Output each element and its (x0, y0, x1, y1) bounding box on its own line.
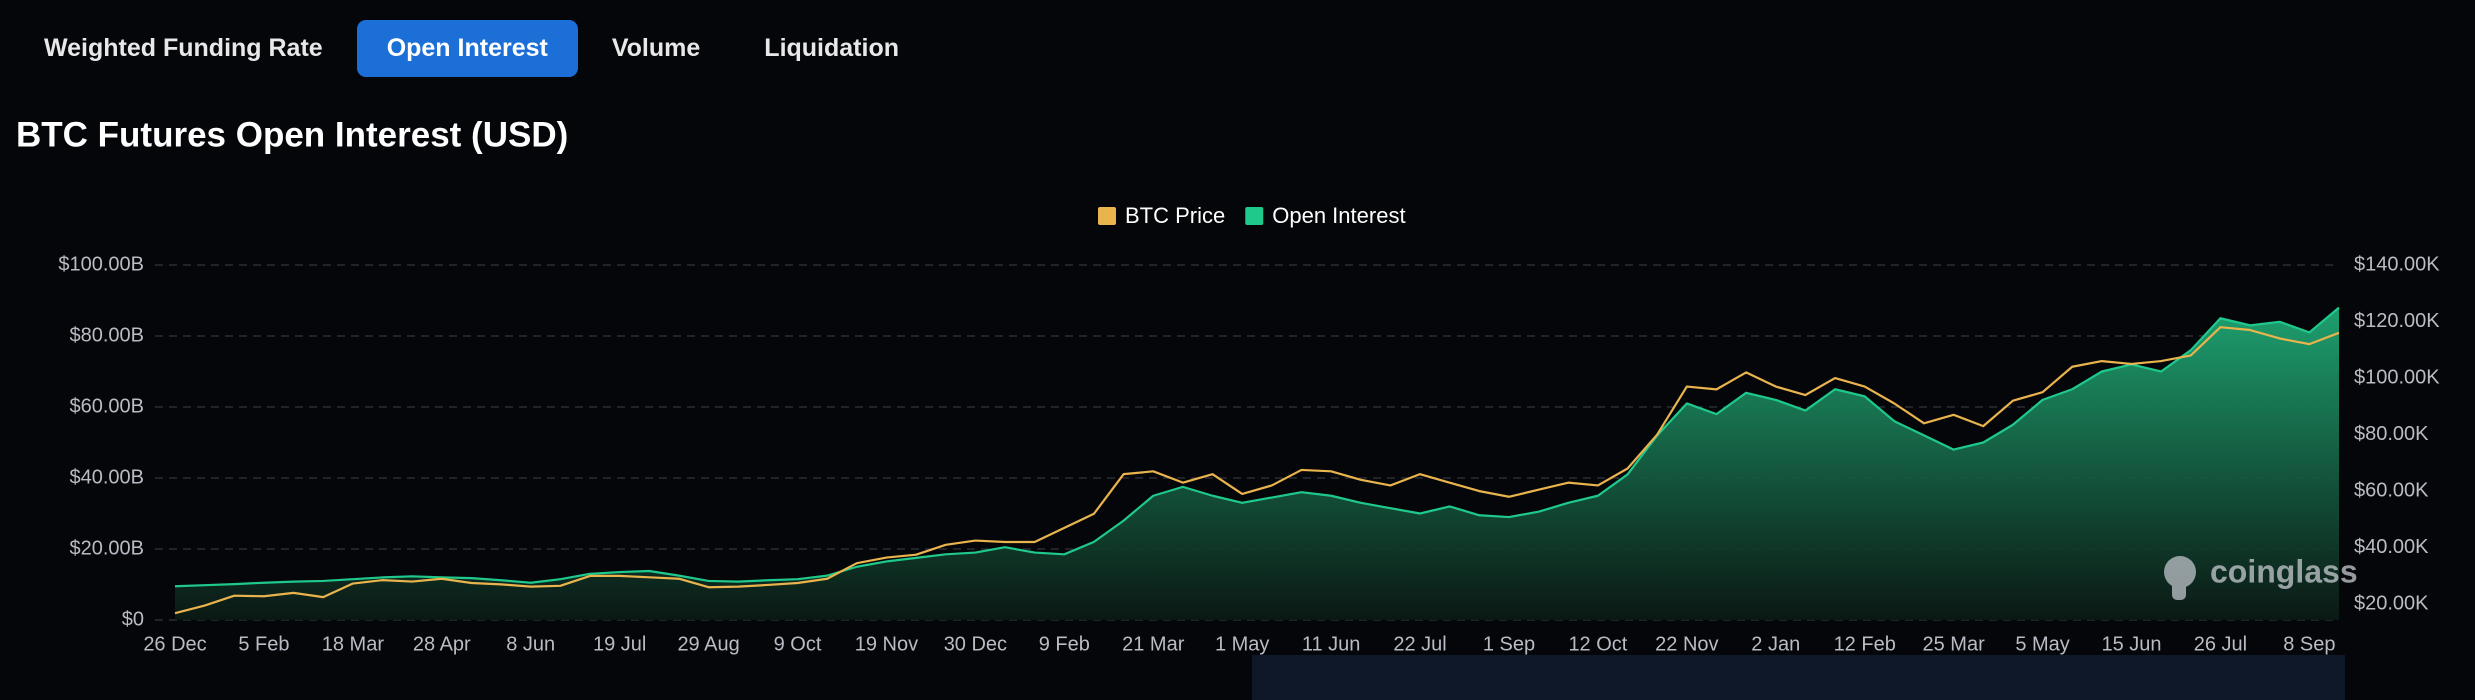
x-tick-label: 30 Dec (944, 633, 1007, 655)
x-tick-label: 21 Mar (1122, 633, 1185, 655)
x-tick-label: 25 Mar (1923, 633, 1986, 655)
chart-title: BTC Futures Open Interest (USD) (16, 115, 568, 154)
x-tick-label: 26 Dec (143, 633, 206, 655)
series-line (174, 326, 2340, 615)
tab[interactable]: Weighted Funding Rate (44, 34, 323, 62)
y-tick-label: $60.00B (69, 395, 144, 417)
y2-tick-label: $20.00K (2354, 592, 2429, 614)
x-tick-label: 2 Jan (1751, 633, 1800, 655)
x-tick-label: 28 Apr (413, 633, 471, 655)
navigator (1252, 655, 2345, 700)
tab[interactable]: Volume (611, 34, 701, 62)
y2-tick-label: $140.00K (2354, 253, 2440, 275)
y-tick-label: $40.00B (69, 466, 144, 488)
watermark-text: coinglass (2210, 553, 2358, 589)
x-tick-label: 29 Aug (677, 633, 739, 655)
x-tick-label: 1 May (1215, 633, 1269, 655)
tab-bar: Weighted Funding Rate Open Interest Volume… (14, 20, 933, 77)
x-tick-label: 19 Nov (855, 633, 918, 655)
x-tick-label: 26 Jul (2194, 633, 2247, 655)
legend-swatch (1245, 207, 1264, 225)
y2-tick-label: $100.00K (2354, 366, 2440, 388)
tab[interactable]: Liquidation (764, 34, 899, 62)
y-tick-label: $80.00B (69, 324, 144, 346)
legend-label: Open Interest (1272, 203, 1405, 228)
area (175, 307, 2339, 620)
y-tick-label: $100.00B (58, 253, 144, 275)
x-tick-label: 8 Jun (506, 633, 555, 655)
watermark: coinglass (2164, 553, 2358, 600)
legend-swatch (1098, 207, 1116, 225)
x-tick-label: 22 Jul (1393, 633, 1446, 655)
legend: BTC Price Open Interest (1098, 203, 1406, 228)
y2-tick-label: $120.00K (2354, 310, 2440, 332)
y2-tick-label: $40.00K (2354, 536, 2429, 558)
x-tick-label: 9 Feb (1039, 633, 1090, 655)
y-tick-label: $20.00B (69, 537, 144, 559)
y2-tick-label: $80.00K (2354, 423, 2429, 445)
legend-label: BTC Price (1125, 203, 1225, 228)
x-tick-label: 5 Feb (238, 633, 289, 655)
x-tick-label: 11 Jun (1302, 633, 1361, 655)
x-tick-label: 22 Nov (1655, 633, 1718, 655)
x-tick-label: 9 Oct (774, 633, 822, 655)
tab[interactable]: Open Interest (356, 20, 578, 77)
x-tick-label: 19 Jul (593, 633, 646, 655)
x-tick-label: 1 Sep (1483, 633, 1535, 655)
x-tick-label: 12 Oct (1568, 633, 1627, 655)
x-tick-label: 18 Mar (322, 633, 385, 655)
x-tick-label: 12 Feb (1834, 633, 1896, 655)
series-line (174, 306, 2340, 588)
x-tick-label: 5 May (2015, 633, 2069, 655)
y-tick-label: $0 (122, 608, 144, 630)
x-tick-label: 8 Sep (2283, 633, 2335, 655)
x-tick-label: 15 Jun (2101, 633, 2161, 655)
y2-tick-label: $60.00K (2354, 479, 2429, 501)
